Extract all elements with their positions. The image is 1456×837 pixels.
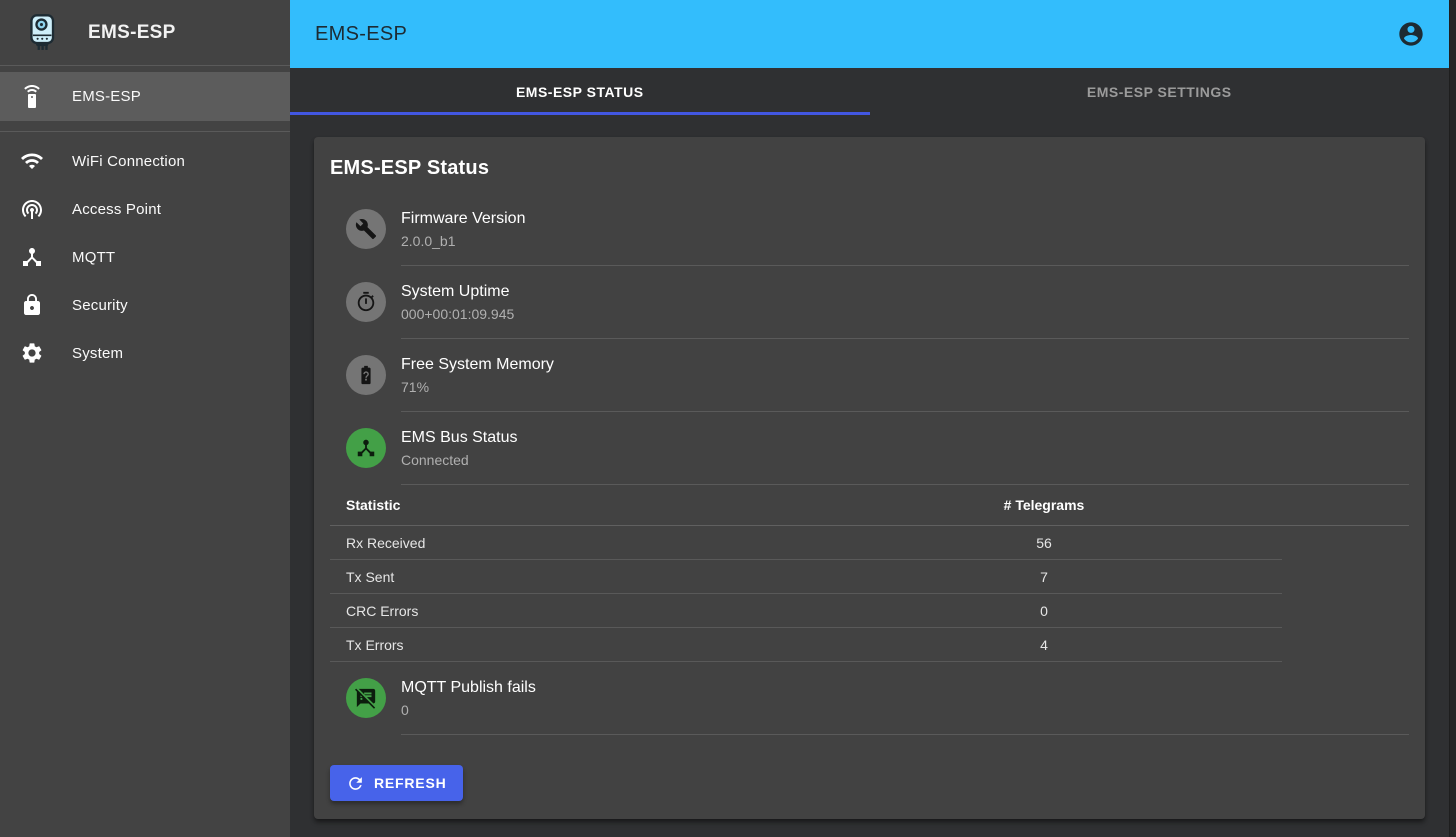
vertical-scrollbar[interactable] [1449, 0, 1456, 837]
table-row: Rx Received 56 [330, 526, 1282, 560]
tab-ems-esp-status[interactable]: EMS-ESP STATUS [515, 83, 644, 100]
stats-table-header: Statistic # Telegrams [330, 485, 1409, 526]
avatar [346, 428, 386, 468]
list-item-system-uptime: System Uptime 000+00:01:09.945 [330, 266, 1409, 338]
item-secondary-text: 2.0.0_b1 [401, 233, 456, 249]
stat-label: Tx Errors [346, 636, 404, 653]
active-tab-indicator [290, 112, 870, 115]
sidebar-item-label: MQTT [72, 248, 116, 266]
table-row: Tx Sent 7 [330, 560, 1282, 594]
stat-value: 4 [1040, 636, 1048, 653]
appbar: EMS-ESP [290, 0, 1449, 68]
sidebar-item-label: WiFi Connection [72, 152, 186, 170]
battery-unknown-icon [361, 365, 371, 385]
avatar [346, 355, 386, 395]
tab-ems-esp-settings[interactable]: EMS-ESP SETTINGS [1086, 83, 1232, 100]
divider [401, 734, 1409, 735]
sidebar-header: EMS-ESP [0, 0, 290, 66]
tab-bar: EMS-ESP STATUS EMS-ESP SETTINGS [290, 68, 1449, 115]
settings-remote-icon [24, 84, 40, 108]
sidebar-item-label: EMS-ESP [72, 88, 141, 105]
sidebar-item-mqtt[interactable]: MQTT [0, 233, 290, 281]
sidebar-item-system[interactable]: System [0, 329, 290, 377]
column-header-telegrams: # Telegrams [1003, 497, 1085, 513]
button-row: REFRESH [330, 765, 1409, 803]
list-item-mqtt-publish-fails: MQTT Publish fails 0 [330, 662, 1409, 734]
item-primary-text: MQTT Publish fails [401, 679, 536, 696]
list-item-ems-bus-status: EMS Bus Status Connected [330, 412, 1409, 484]
device-hub-icon [23, 248, 41, 266]
refresh-button-label: REFRESH [374, 775, 447, 791]
stat-value: 7 [1040, 568, 1048, 585]
card-title: EMS-ESP Status [330, 157, 490, 179]
timer-icon [357, 291, 375, 312]
account-circle-icon [1399, 22, 1423, 46]
sidebar-nav: WiFi Connection Access Point MQTT Securi… [0, 132, 290, 377]
item-secondary-text: 000+00:01:09.945 [401, 306, 515, 322]
item-primary-text: Free System Memory [401, 356, 554, 373]
refresh-button[interactable]: REFRESH [330, 765, 463, 801]
gear-icon [22, 343, 42, 363]
stat-value: 0 [1040, 602, 1048, 619]
page-title: EMS-ESP [315, 22, 408, 45]
item-primary-text: Firmware Version [401, 210, 526, 227]
column-header-statistic: Statistic [346, 497, 401, 513]
ems-esp-logo-icon [30, 13, 55, 50]
sidebar-item-access-point[interactable]: Access Point [0, 185, 290, 233]
item-primary-text: System Uptime [401, 283, 510, 300]
wifi-icon [21, 153, 43, 169]
avatar [346, 209, 386, 249]
stat-value: 56 [1036, 534, 1052, 551]
sidebar-item-label: System [72, 344, 124, 362]
table-row: CRC Errors 0 [330, 594, 1282, 628]
table-row: Tx Errors 4 [330, 628, 1282, 662]
wrench-icon [355, 219, 377, 240]
sidebar-item-label: Security [72, 296, 128, 314]
sidebar-item-label: Access Point [72, 200, 162, 218]
refresh-icon [349, 776, 362, 790]
account-button[interactable] [1397, 20, 1425, 48]
divider [401, 484, 1409, 485]
item-secondary-text: Connected [401, 452, 469, 468]
item-primary-text: EMS Bus Status [401, 429, 518, 446]
speaker-notes-off-icon [355, 688, 376, 709]
stat-label: Rx Received [346, 534, 426, 551]
sidebar-item-security[interactable]: Security [0, 281, 290, 329]
sidebar-item-ems-esp[interactable]: EMS-ESP [0, 72, 290, 121]
main-area: EMS-ESP EMS-ESP STATUS EMS-ESP SETTINGS … [290, 0, 1449, 837]
avatar [346, 282, 386, 322]
list-item-free-memory: Free System Memory 71% [330, 339, 1409, 411]
item-secondary-text: 0 [401, 702, 409, 718]
divider [401, 411, 1409, 412]
status-card: EMS-ESP Status Firmware Version 2.0.0_b1 [314, 137, 1425, 819]
sidebar-divider [0, 131, 290, 132]
divider [401, 265, 1409, 266]
stats-table-body: Rx Received 56 Tx Sent 7 CRC Errors 0 Tx… [330, 526, 1409, 662]
device-hub-icon [357, 439, 375, 457]
lock-icon [24, 294, 40, 315]
stat-label: Tx Sent [346, 568, 395, 585]
sidebar-app-title: EMS-ESP [88, 21, 176, 43]
avatar [346, 678, 386, 718]
item-secondary-text: 71% [401, 379, 430, 395]
wifi-tethering-icon [22, 200, 42, 219]
divider [401, 338, 1409, 339]
sidebar-item-wifi-connection[interactable]: WiFi Connection [0, 137, 290, 185]
content-area: EMS-ESP Status Firmware Version 2.0.0_b1 [290, 115, 1449, 837]
stat-label: CRC Errors [346, 602, 419, 619]
sidebar: EMS-ESP EMS-ESP WiFi Connection Access P… [0, 0, 290, 837]
list-item-firmware-version: Firmware Version 2.0.0_b1 [330, 193, 1409, 265]
